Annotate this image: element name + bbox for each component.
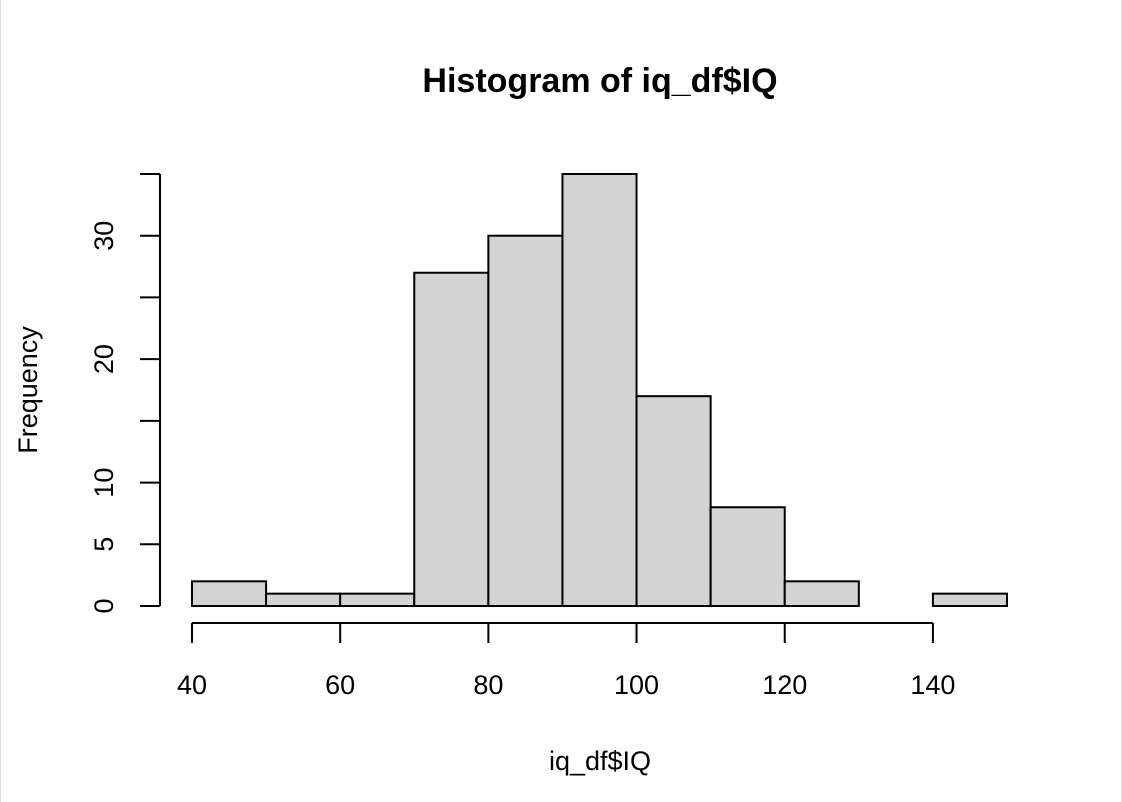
histogram-bar-120-130 xyxy=(783,580,860,607)
y-tick-label-0: 0 xyxy=(89,598,119,613)
y-axis: 0 5 10 20 30 xyxy=(89,173,161,614)
x-axis-label: iq_df$IQ xyxy=(549,746,651,776)
histogram-bar-80-90 xyxy=(487,234,564,607)
x-axis: 40 60 80 100 120 140 xyxy=(177,622,955,700)
x-tick-label-100: 100 xyxy=(614,670,659,700)
y-tick-label-10: 10 xyxy=(89,468,119,498)
y-tick-label-20: 20 xyxy=(89,344,119,374)
histogram-bars xyxy=(191,173,1009,608)
y-axis-label: Frequency xyxy=(13,326,43,454)
histogram-bar-110-120 xyxy=(709,506,786,607)
histogram-bar-70-80 xyxy=(413,271,490,607)
histogram-bar-50-60 xyxy=(265,592,342,608)
x-tick-label-120: 120 xyxy=(762,670,807,700)
x-tick-label-40: 40 xyxy=(177,670,207,700)
histogram-bar-90-100 xyxy=(561,173,638,607)
histogram-bar-100-110 xyxy=(635,395,712,607)
x-tick-label-140: 140 xyxy=(910,670,955,700)
x-tick-label-60: 60 xyxy=(325,670,355,700)
y-tick-label-5: 5 xyxy=(89,537,119,552)
histogram-bar-140-150 xyxy=(931,592,1009,608)
x-tick-label-80: 80 xyxy=(473,670,503,700)
chart-title: Histogram of iq_df$IQ xyxy=(422,62,777,100)
histogram-bar-40-50 xyxy=(191,580,268,607)
y-tick-label-30: 30 xyxy=(89,221,119,251)
histogram-bar-60-70 xyxy=(339,592,416,608)
